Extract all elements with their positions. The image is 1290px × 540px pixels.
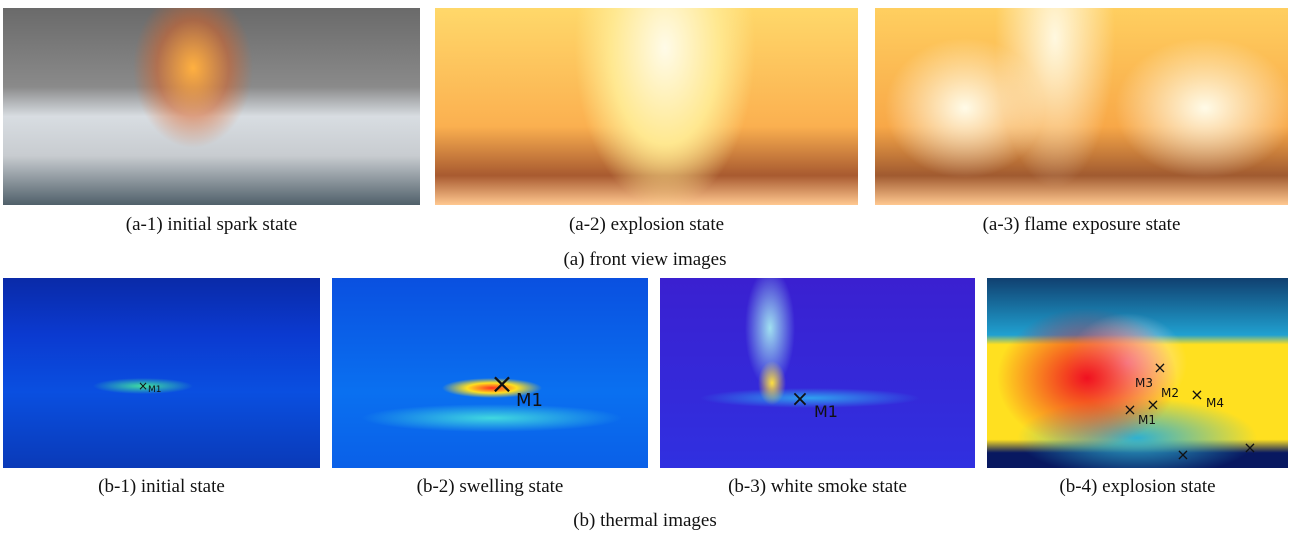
marker-cross: × — [490, 370, 513, 398]
caption: (b-1) initial state — [3, 476, 320, 498]
caption: (b-3) white smoke state — [660, 476, 975, 498]
thermal-image: × M1 — [660, 278, 975, 468]
photo — [875, 8, 1288, 205]
marker-label: M4 — [1206, 397, 1224, 409]
marker-cross: × — [1176, 447, 1189, 463]
photo — [435, 8, 858, 205]
marker-cross: × — [1190, 387, 1203, 403]
marker-cross: × — [1243, 440, 1256, 456]
marker-label: M1 — [814, 404, 838, 420]
caption: (b-2) swelling state — [332, 476, 648, 498]
caption: (b-4) explosion state — [987, 476, 1288, 498]
row-caption: (b) thermal images — [0, 510, 1290, 532]
thermal-image: × M1 × M2 × M3 × M4 × × — [987, 278, 1288, 468]
caption: (a-2) explosion state — [435, 214, 858, 236]
row-caption: (a) front view images — [0, 249, 1290, 271]
thermal-image: × M1 — [332, 278, 648, 468]
page: (a-1) initial spark state (a-2) explosio… — [0, 0, 1290, 540]
marker-cross: × — [1123, 402, 1136, 418]
photo — [3, 8, 420, 205]
marker-label: M3 — [1135, 377, 1153, 389]
caption: (a-1) initial spark state — [3, 214, 420, 236]
marker-label: M2 — [1161, 387, 1179, 399]
marker-cross: × — [791, 389, 809, 411]
marker-cross: × — [138, 380, 148, 392]
thermal-image: × M1 — [3, 278, 320, 468]
marker-cross: × — [1146, 397, 1159, 413]
marker-cross: × — [1153, 360, 1166, 376]
marker-label: M1 — [1138, 414, 1156, 426]
marker-label: M1 — [148, 386, 162, 395]
marker-label: M1 — [516, 392, 543, 410]
caption: (a-3) flame exposure state — [875, 214, 1288, 236]
